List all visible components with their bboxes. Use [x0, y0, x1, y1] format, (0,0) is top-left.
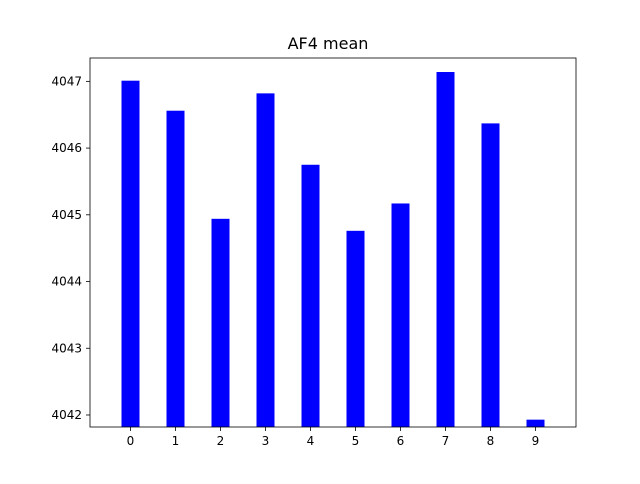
- x-tick-label: 7: [442, 434, 450, 448]
- x-tick-label: 8: [487, 434, 495, 448]
- y-tick-label: 4042: [51, 408, 82, 422]
- y-tick-label: 4044: [51, 275, 82, 289]
- bar-2: [211, 218, 230, 427]
- chart-title: AF4 mean: [288, 34, 369, 53]
- x-tick-label: 3: [262, 434, 270, 448]
- y-axis: 4042 4043 4044 4045 4046 4047: [51, 74, 90, 422]
- bar-6: [391, 203, 410, 427]
- x-tick-label: 9: [532, 434, 540, 448]
- x-tick-label: 0: [127, 434, 135, 448]
- y-tick-label: 4045: [51, 208, 82, 222]
- x-tick-label: 2: [217, 434, 225, 448]
- bar-3: [256, 93, 275, 428]
- x-tick-label: 6: [397, 434, 405, 448]
- x-axis: 0 1 2 3 4 5 6 7 8 9: [127, 427, 540, 448]
- bar-4: [301, 164, 320, 427]
- y-tick-label: 4043: [51, 341, 82, 355]
- bar-0: [121, 80, 140, 427]
- y-tick-label: 4046: [51, 141, 82, 155]
- bar-8: [481, 123, 500, 427]
- plot-frame: [89, 57, 577, 428]
- bars-layer: [121, 72, 545, 428]
- x-tick-label: 5: [352, 434, 360, 448]
- bar-9: [526, 419, 545, 427]
- bar-5: [346, 230, 365, 427]
- y-tick-label: 4047: [51, 74, 82, 88]
- bar-1: [166, 110, 185, 428]
- x-tick-label: 1: [172, 434, 180, 448]
- x-tick-label: 4: [307, 434, 315, 448]
- bar-7: [436, 72, 455, 427]
